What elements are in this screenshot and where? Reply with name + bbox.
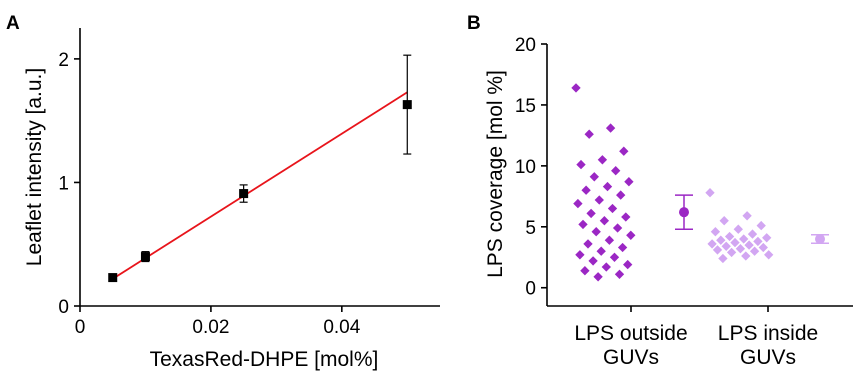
panel-a-letter: A [6, 13, 20, 34]
data-point [607, 203, 618, 214]
data-point [599, 216, 610, 226]
data-point [707, 239, 717, 249]
data-point [616, 190, 626, 200]
b-y-tick-label: 20 [515, 35, 536, 56]
data-point [749, 246, 760, 256]
data-point [626, 230, 636, 240]
data-point [741, 251, 751, 261]
data-point [140, 252, 150, 262]
data-point [402, 100, 412, 110]
fit-line [112, 91, 408, 280]
data-point [726, 247, 737, 258]
b-category-label: LPS inside [718, 322, 818, 345]
data-point [580, 266, 590, 276]
data-point [589, 172, 599, 182]
data-point [718, 253, 728, 264]
data-point [586, 208, 596, 219]
mean-point [679, 207, 689, 218]
data-point [575, 250, 585, 260]
data-point [573, 198, 583, 209]
data-point [730, 237, 740, 248]
data-point [571, 83, 581, 93]
a-x-axis-label: TexasRed-DHPE [mol%] [150, 348, 379, 371]
b-category-label: LPS outside [574, 322, 687, 345]
data-point [604, 235, 615, 245]
data-point [756, 220, 766, 231]
data-point [705, 188, 715, 198]
data-point [611, 166, 621, 176]
panel-a-chart: Leaflet intensity [a.u.] TexasRed-DHPE [… [23, 28, 440, 371]
data-point [108, 273, 118, 283]
panel-b-chart: LPS coverage [mol %] 0 5 10 15 20 LPS outside… [484, 35, 853, 369]
data-point [617, 242, 628, 253]
data-point [742, 211, 752, 221]
data-point [724, 231, 735, 242]
data-point [612, 223, 623, 233]
data-point [735, 244, 746, 254]
data-point [716, 235, 726, 245]
b-y-tick-label: 10 [515, 157, 536, 178]
b-y-tick-label: 5 [525, 218, 536, 239]
data-point [597, 155, 608, 165]
data-point [593, 272, 603, 282]
b-category-label: GUVs [603, 346, 659, 369]
b-y-axis-label: LPS coverage [mol %] [484, 70, 507, 278]
data-point [602, 181, 613, 192]
panel-b-letter: B [467, 13, 481, 34]
data-point [739, 234, 749, 244]
data-point [605, 123, 616, 133]
data-point [594, 195, 604, 205]
data-point [712, 245, 723, 255]
data-point [764, 250, 774, 260]
data-point [581, 185, 591, 195]
data-point [710, 227, 721, 237]
data-point [614, 269, 625, 279]
data-point [588, 256, 598, 266]
data-point [584, 129, 594, 139]
data-point [596, 246, 606, 256]
a-y-tick-label: 0 [58, 297, 69, 318]
a-y-tick-label: 2 [58, 50, 69, 71]
data-point [733, 224, 743, 234]
data-point [601, 262, 611, 272]
data-point [583, 239, 593, 249]
data-point [721, 241, 731, 251]
a-x-tick-label: 0 [75, 317, 86, 338]
b-y-tick-label: 15 [515, 96, 536, 117]
a-x-tick-label: 0.04 [323, 317, 360, 338]
data-point [762, 233, 772, 243]
data-point [578, 219, 588, 230]
data-point [624, 177, 634, 187]
a-y-axis-label: Leaflet intensity [a.u.] [23, 68, 46, 266]
a-y-tick-label: 1 [58, 173, 69, 194]
data-point [239, 189, 249, 199]
data-point [623, 259, 633, 270]
data-point [719, 216, 729, 226]
data-point [744, 240, 754, 250]
data-point [621, 212, 631, 222]
b-y-tick-label: 0 [525, 279, 536, 300]
b-category-label: GUVs [740, 346, 796, 369]
a-x-tick-label: 0.02 [192, 317, 229, 338]
data-point [747, 229, 758, 239]
data-point [609, 252, 620, 262]
data-point [576, 159, 586, 170]
data-point [591, 227, 601, 237]
mean-point [815, 233, 825, 244]
data-point [758, 242, 768, 253]
data-point [619, 146, 629, 156]
data-point [753, 236, 763, 247]
